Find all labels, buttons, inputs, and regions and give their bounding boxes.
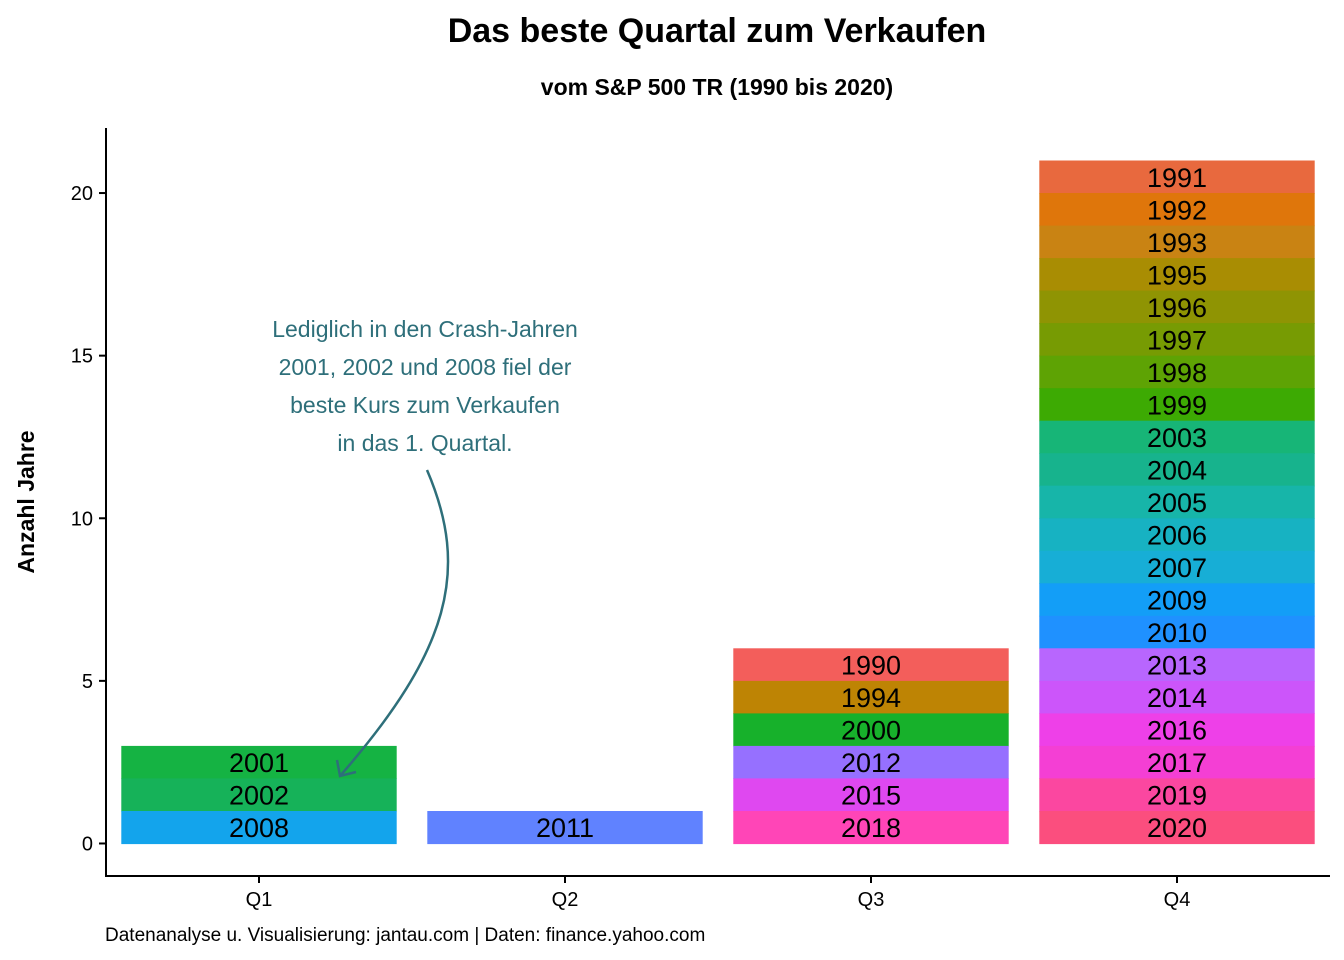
bar-segment-q4-2010: [1039, 615, 1315, 649]
y-tick-label-0: 0: [82, 833, 93, 855]
bar-segment-q4-2014: [1039, 680, 1315, 714]
segment-label-q4-2010: 2010: [1147, 618, 1207, 648]
chart-subtitle: vom S&P 500 TR (1990 bis 2020): [541, 74, 893, 100]
segment-label-q4-2013: 2013: [1147, 651, 1207, 681]
segment-label-q4-1999: 1999: [1147, 390, 1207, 420]
bar-segment-q4-2020: [1039, 811, 1315, 845]
bar-segment-q4-1996: [1039, 290, 1315, 324]
chart-title: Das beste Quartal zum Verkaufen: [448, 12, 987, 50]
annotation-line-2: 2001, 2002 und 2008 fiel der: [279, 354, 572, 380]
x-ticks: Q1 Q2 Q3 Q4: [246, 876, 1191, 911]
bar-segment-q1-2008: [121, 811, 397, 845]
bar-segment-q1-2002: [121, 778, 397, 812]
bar-segment-q3-2015: [733, 778, 1009, 812]
bar-segment-q4-2006: [1039, 518, 1315, 552]
segment-label-q4-2007: 2007: [1147, 553, 1207, 583]
segment-label-q4-2004: 2004: [1147, 456, 1207, 486]
bar-segment-q2-2011: [427, 811, 703, 845]
segment-label-q4-2006: 2006: [1147, 521, 1207, 551]
y-tick-label-10: 10: [71, 508, 93, 530]
bar-segment-q4-1993: [1039, 225, 1315, 259]
bar-segment-q4-2009: [1039, 583, 1315, 617]
y-ticks: 0 5 10 15 20: [71, 183, 106, 855]
annotation-line-1: Lediglich in den Crash-Jahren: [272, 316, 578, 342]
bar-segment-q4-2004: [1039, 453, 1315, 487]
segment-label-q3-1994: 1994: [841, 683, 901, 713]
x-tick-label-q2: Q2: [552, 889, 579, 911]
x-tick-label-q1: Q1: [246, 889, 273, 911]
bar-segment-q4-2013: [1039, 648, 1315, 682]
annotation-arrow-head: [335, 759, 357, 778]
segment-label-q4-2016: 2016: [1147, 716, 1207, 746]
bar-segment-q4-2019: [1039, 778, 1315, 812]
bar-segment-q4-2003: [1039, 420, 1315, 454]
x-tick-label-q4: Q4: [1164, 889, 1191, 911]
bar-segment-q4-1995: [1039, 258, 1315, 292]
bar-segment-q4-1997: [1039, 323, 1315, 357]
segment-label-q4-1995: 1995: [1147, 260, 1207, 290]
segment-label-q4-1997: 1997: [1147, 325, 1207, 355]
segment-label-q4-2019: 2019: [1147, 781, 1207, 811]
annotation-line-4: in das 1. Quartal.: [337, 430, 512, 456]
bar-segment-q4-2016: [1039, 713, 1315, 747]
segment-label-q3-2012: 2012: [841, 748, 901, 778]
segment-label-q3-1990: 1990: [841, 651, 901, 681]
annotation: Lediglich in den Crash-Jahren 2001, 2002…: [272, 316, 578, 778]
segment-label-q4-1996: 1996: [1147, 293, 1207, 323]
caption: Datenanalyse u. Visualisierung: jantau.c…: [105, 925, 705, 946]
segment-label-q4-2017: 2017: [1147, 748, 1207, 778]
segment-label-q3-2018: 2018: [841, 813, 901, 843]
bar-segment-q4-1999: [1039, 388, 1315, 422]
segment-label-q3-2000: 2000: [841, 716, 901, 746]
bar-segment-q4-2007: [1039, 550, 1315, 584]
y-tick-label-20: 20: [71, 183, 93, 205]
y-tick-label-5: 5: [82, 671, 93, 693]
segment-label-q4-2005: 2005: [1147, 488, 1207, 518]
bar-segment-q4-2005: [1039, 485, 1315, 519]
bar-segment-q3-2018: [733, 811, 1009, 845]
annotation-line-3: beste Kurs zum Verkaufen: [290, 392, 560, 418]
segment-label-q4-1991: 1991: [1147, 163, 1207, 193]
bar-segment-q3-2000: [733, 713, 1009, 747]
y-axis-label: Anzahl Jahre: [13, 430, 39, 573]
segment-label-q1-2001: 2001: [229, 748, 289, 778]
segment-label-q3-2015: 2015: [841, 781, 901, 811]
segment-label-q4-2003: 2003: [1147, 423, 1207, 453]
bar-segment-q4-1998: [1039, 355, 1315, 389]
x-tick-label-q3: Q3: [858, 889, 885, 911]
bar-segment-q3-1990: [733, 648, 1009, 682]
bar-segment-q4-2017: [1039, 745, 1315, 779]
segment-label-q4-1992: 1992: [1147, 195, 1207, 225]
segment-label-q4-1998: 1998: [1147, 358, 1207, 388]
annotation-arrow: [339, 469, 450, 777]
bar-segment-q3-2012: [733, 745, 1009, 779]
bar-segment-q3-1994: [733, 680, 1009, 714]
axes-layer: [105, 128, 1330, 877]
segment-label-q1-2008: 2008: [229, 813, 289, 843]
segment-label-q2-2011: 2011: [536, 813, 594, 843]
segment-label-q4-2020: 2020: [1147, 813, 1207, 843]
bar-segment-q4-1992: [1039, 193, 1315, 227]
segment-label-q4-2009: 2009: [1147, 586, 1207, 616]
segment-label-q1-2002: 2002: [229, 781, 289, 811]
segment-label-q4-2014: 2014: [1147, 683, 1207, 713]
bar-segment-q4-1991: [1039, 160, 1315, 194]
segment-label-q4-1993: 1993: [1147, 228, 1207, 258]
y-tick-label-15: 15: [71, 346, 93, 368]
